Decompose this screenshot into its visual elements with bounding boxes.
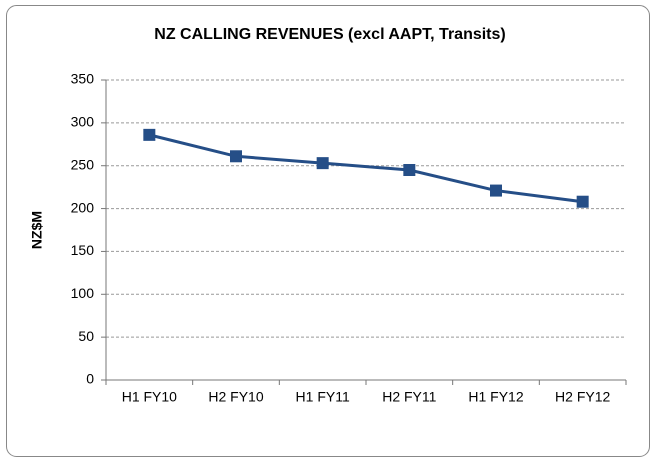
y-tick-label: 50 — [78, 328, 94, 344]
chart-border — [6, 5, 650, 457]
y-tick-label: 300 — [71, 114, 95, 130]
marker — [230, 150, 242, 163]
marker — [143, 128, 156, 141]
x-tick-label: H2 FY11 — [382, 389, 436, 405]
y-axis-label: NZ$M — [29, 211, 45, 249]
series-line — [148, 133, 583, 204]
marker — [403, 164, 416, 176]
x-tick-label: H1 FY12 — [468, 389, 523, 405]
x-tick-label: H2 FY10 — [208, 389, 263, 405]
marker — [316, 157, 329, 170]
x-tick-label: H1 FY11 — [296, 389, 350, 405]
y-tick-label: 350 — [71, 71, 95, 87]
x-tick-label: H1 FY10 — [122, 389, 177, 405]
chart-title: NZ CALLING REVENUES (excl AAPT, Transits… — [154, 26, 505, 43]
y-tick-label: 100 — [71, 285, 95, 301]
y-tick-label: 150 — [71, 242, 95, 258]
y-tick-label: 250 — [71, 156, 95, 172]
y-tick-label: 0 — [86, 371, 94, 387]
y-tick-label: 200 — [71, 199, 95, 215]
marker — [576, 195, 589, 208]
x-tick-label: H2 FY12 — [555, 389, 610, 405]
marker — [490, 184, 502, 197]
